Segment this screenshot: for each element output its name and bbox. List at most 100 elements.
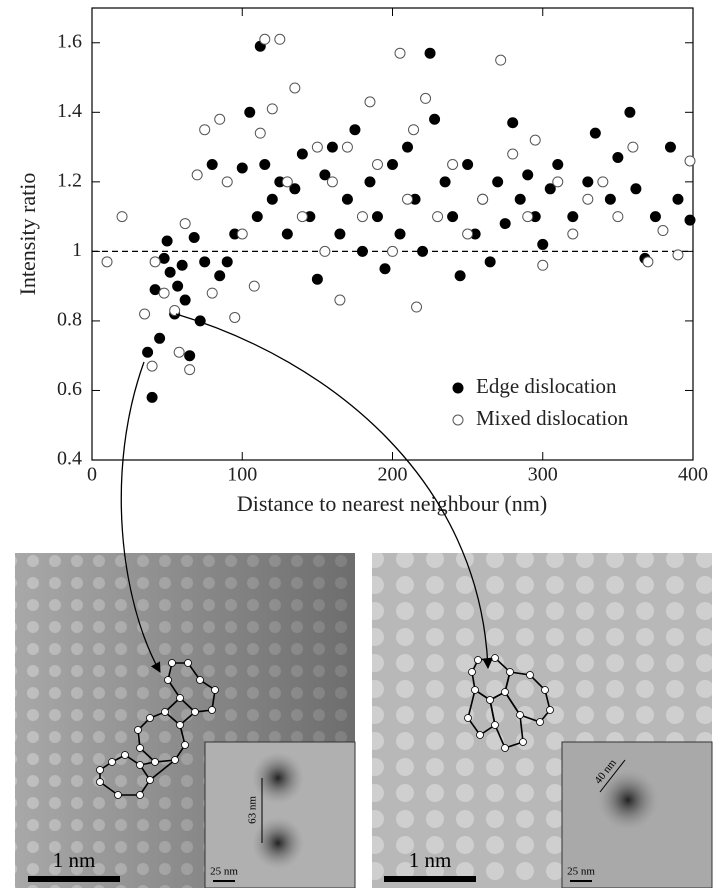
- inset-scale-label: 25 nm: [567, 866, 595, 878]
- data-point: [172, 280, 184, 292]
- data-point: [507, 148, 519, 160]
- data-point: [229, 311, 241, 323]
- data-point: [454, 270, 466, 282]
- data-point: [417, 245, 429, 257]
- inset-blob: [252, 752, 304, 804]
- data-point: [281, 176, 293, 188]
- inset-measure: [599, 759, 626, 793]
- x-tick-label: 0: [87, 464, 97, 486]
- data-point: [341, 193, 353, 205]
- data-point: [191, 169, 203, 181]
- data-point: [589, 127, 601, 139]
- data-point: [116, 211, 128, 223]
- lattice-nodes: [96, 659, 219, 799]
- data-point: [364, 96, 376, 108]
- data-point: [158, 252, 170, 264]
- data-point: [146, 391, 158, 403]
- arrow: [175, 313, 493, 670]
- scale-bar-label: 1 nm: [409, 848, 452, 872]
- data-point: [402, 193, 414, 205]
- legend-marker: [452, 382, 464, 394]
- data-point: [522, 211, 534, 223]
- data-point: [672, 193, 684, 205]
- data-point: [349, 124, 361, 136]
- data-point: [552, 176, 564, 188]
- inset-blob: [252, 817, 304, 869]
- data-point: [387, 245, 398, 257]
- data-point: [649, 211, 661, 223]
- y-tick-label: 0.8: [57, 309, 82, 331]
- data-point: [266, 103, 278, 115]
- y-axis-label: Intensity ratio: [15, 173, 40, 296]
- x-axis-label: Distance to nearest neighbour (nm): [237, 491, 547, 516]
- data-point: [179, 218, 191, 230]
- data-point: [176, 259, 188, 271]
- data-point: [154, 332, 166, 344]
- x-tick-label: 400: [678, 464, 708, 486]
- data-point: [142, 346, 154, 358]
- data-point: [296, 148, 308, 160]
- data-point: [334, 228, 346, 240]
- data-point: [447, 211, 459, 223]
- data-point: [364, 176, 376, 188]
- data-point: [529, 134, 541, 146]
- data-point: [597, 176, 609, 188]
- x-tick-label: 300: [528, 464, 558, 486]
- inset-blob: [598, 770, 658, 830]
- data-point: [657, 225, 669, 237]
- data-point: [146, 360, 158, 372]
- scale-bar-label: 1 nm: [53, 848, 96, 872]
- data-point: [514, 193, 526, 205]
- scale-bar: [384, 876, 476, 882]
- data-point: [684, 214, 696, 226]
- data-point: [462, 228, 474, 240]
- data-point: [582, 176, 594, 188]
- data-point: [630, 183, 642, 195]
- micrograph-right: 1 nm 40 nm 25 nm: [372, 553, 713, 888]
- data-point: [199, 124, 211, 136]
- data-point: [684, 155, 696, 167]
- data-point: [139, 308, 151, 320]
- data-point: [101, 256, 113, 268]
- data-point: [188, 231, 200, 243]
- y-tick-label: 1.6: [57, 30, 82, 52]
- data-point: [424, 47, 436, 59]
- y-tick-label: 1: [72, 239, 82, 261]
- inset-scale-bar: [213, 880, 235, 882]
- legend-marker: [452, 414, 464, 426]
- data-point: [420, 92, 432, 104]
- y-tick-label: 0.6: [57, 378, 82, 400]
- data-point: [582, 193, 594, 205]
- data-point: [371, 211, 383, 223]
- data-point: [356, 245, 368, 257]
- data-point: [522, 169, 534, 181]
- data-point: [214, 270, 226, 282]
- data-point: [408, 124, 420, 136]
- data-point: [206, 158, 218, 170]
- data-point: [221, 176, 233, 188]
- legend-label: Mixed dislocation: [476, 406, 629, 430]
- y-tick-label: 1.4: [57, 100, 82, 122]
- data-point: [311, 273, 323, 285]
- data-point: [319, 169, 331, 181]
- data-point: [236, 228, 248, 240]
- data-point: [429, 113, 441, 125]
- data-point: [371, 158, 383, 170]
- data-point: [387, 158, 398, 170]
- data-point: [552, 158, 564, 170]
- data-point: [402, 141, 414, 153]
- data-point: [567, 211, 579, 223]
- data-point: [612, 211, 624, 223]
- data-point: [251, 211, 263, 223]
- micrograph-left: 1 nm 63 nm 25 nm: [15, 553, 356, 888]
- data-point: [411, 301, 423, 313]
- plot-area: 0.4 0.6 0.8 1 1.2 1.4 1.6 0 100 200 300 400 Edge dis…: [57, 8, 708, 486]
- data-point: [199, 256, 211, 268]
- data-point: [394, 47, 406, 59]
- data-point: [492, 176, 504, 188]
- x-tick-label: 200: [378, 464, 408, 486]
- data-point: [499, 218, 511, 230]
- inset-left: 63 nm 25 nm: [204, 741, 356, 888]
- data-point: [161, 235, 173, 247]
- legend-label: Edge dislocation: [476, 374, 617, 398]
